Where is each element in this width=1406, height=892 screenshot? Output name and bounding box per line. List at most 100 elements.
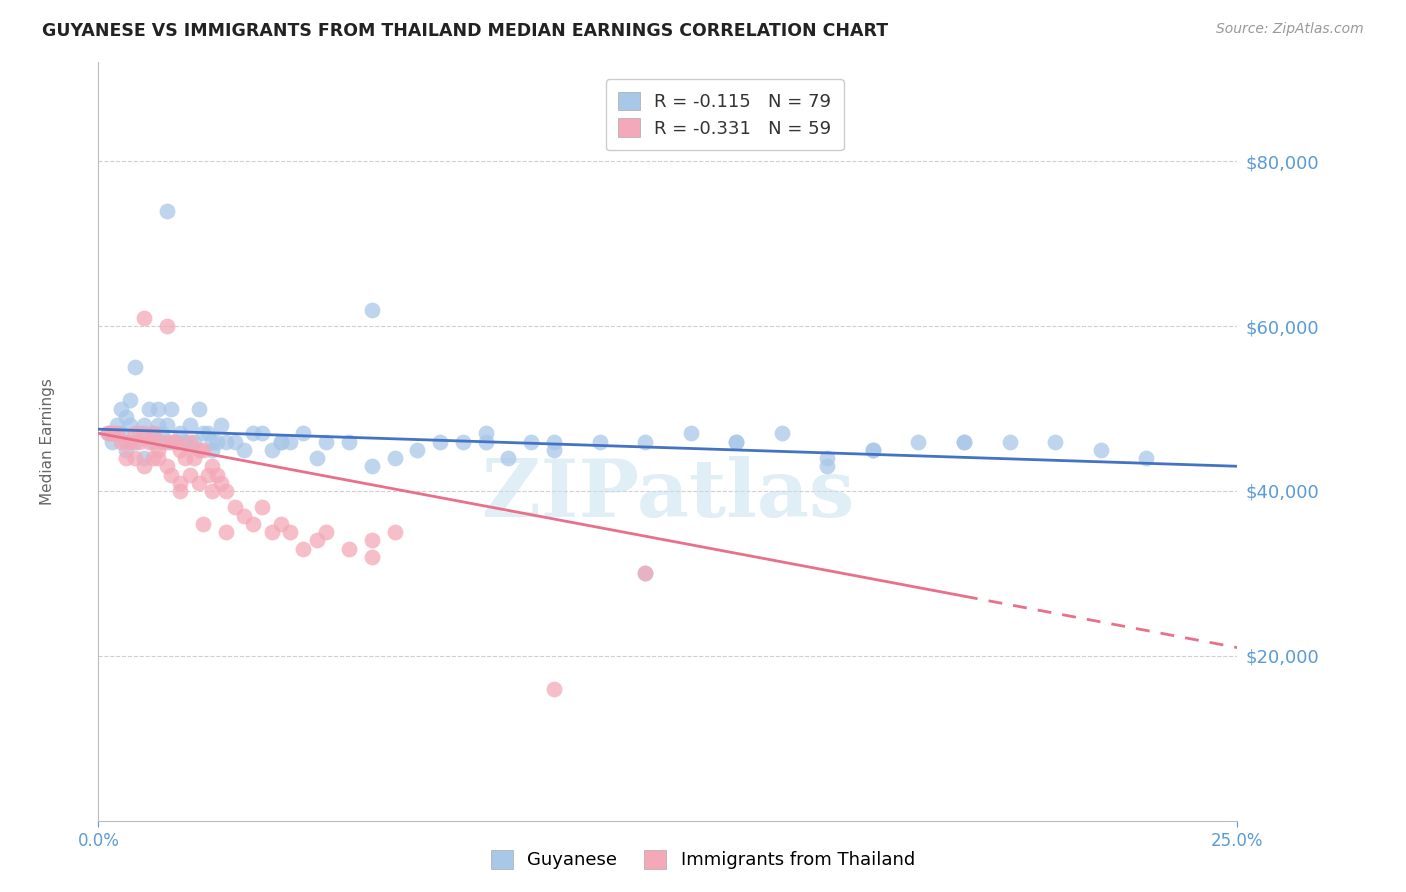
Point [201, 442, 224, 457]
Point [128, 434, 150, 449]
Point [146, 418, 169, 433]
Point [120, 418, 142, 433]
Point [187, 475, 209, 490]
Point [360, 533, 382, 548]
Point [953, 434, 976, 449]
Point [725, 434, 748, 449]
Point [770, 426, 793, 441]
Point [156, 434, 179, 449]
Point [815, 450, 838, 465]
Point [406, 442, 429, 457]
Point [205, 467, 228, 482]
Point [233, 442, 256, 457]
Point [132, 450, 155, 465]
Point [520, 434, 543, 449]
Point [307, 450, 329, 465]
Point [165, 434, 187, 449]
Point [160, 467, 183, 482]
Point [260, 442, 283, 457]
Point [543, 442, 565, 457]
Point [179, 418, 201, 433]
Point [193, 442, 215, 457]
Point [110, 426, 132, 441]
Point [156, 418, 179, 433]
Point [193, 426, 215, 441]
Point [953, 434, 976, 449]
Point [315, 434, 337, 449]
Legend: R = -0.115   N = 79, R = -0.331   N = 59: R = -0.115 N = 79, R = -0.331 N = 59 [606, 79, 844, 150]
Point [224, 500, 246, 515]
Point [815, 459, 838, 474]
Point [114, 450, 136, 465]
Point [201, 434, 224, 449]
Point [360, 459, 382, 474]
Point [270, 434, 292, 449]
Point [205, 434, 228, 449]
Point [174, 434, 197, 449]
Point [169, 426, 191, 441]
Point [110, 434, 132, 449]
Point [105, 418, 128, 433]
Point [101, 434, 124, 449]
Point [242, 516, 264, 531]
Point [138, 401, 160, 416]
Point [862, 442, 884, 457]
Point [150, 434, 173, 449]
Point [138, 434, 160, 449]
Point [142, 434, 165, 449]
Point [160, 401, 183, 416]
Point [252, 426, 274, 441]
Point [183, 450, 205, 465]
Point [270, 516, 292, 531]
Point [169, 483, 191, 498]
Point [124, 426, 146, 441]
Point [120, 393, 142, 408]
Point [209, 475, 232, 490]
Point [142, 426, 165, 441]
Text: ZIPatlas: ZIPatlas [482, 456, 853, 533]
Text: Source: ZipAtlas.com: Source: ZipAtlas.com [1216, 22, 1364, 37]
Point [292, 541, 315, 556]
Point [209, 418, 232, 433]
Point [543, 434, 565, 449]
Point [146, 442, 169, 457]
Point [862, 442, 884, 457]
Point [193, 516, 215, 531]
Point [725, 434, 748, 449]
Point [165, 434, 187, 449]
Point [451, 434, 474, 449]
Point [179, 467, 201, 482]
Point [278, 434, 301, 449]
Point [197, 467, 219, 482]
Legend: Guyanese, Immigrants from Thailand: Guyanese, Immigrants from Thailand [482, 841, 924, 879]
Point [142, 450, 165, 465]
Point [124, 450, 146, 465]
Point [114, 442, 136, 457]
Point [146, 401, 169, 416]
Point [146, 450, 169, 465]
Point [101, 426, 124, 441]
Point [337, 541, 360, 556]
Point [150, 426, 173, 441]
Point [197, 426, 219, 441]
Point [233, 508, 256, 523]
Point [360, 549, 382, 564]
Point [498, 450, 520, 465]
Point [588, 434, 610, 449]
Point [278, 525, 301, 540]
Point [252, 500, 274, 515]
Point [270, 434, 292, 449]
Point [124, 434, 146, 449]
Point [114, 434, 136, 449]
Point [105, 426, 128, 441]
Point [360, 302, 382, 317]
Point [174, 450, 197, 465]
Point [679, 426, 702, 441]
Point [307, 533, 329, 548]
Point [179, 434, 201, 449]
Point [169, 475, 191, 490]
Point [1135, 450, 1157, 465]
Point [215, 483, 238, 498]
Point [215, 525, 238, 540]
Point [156, 319, 179, 334]
